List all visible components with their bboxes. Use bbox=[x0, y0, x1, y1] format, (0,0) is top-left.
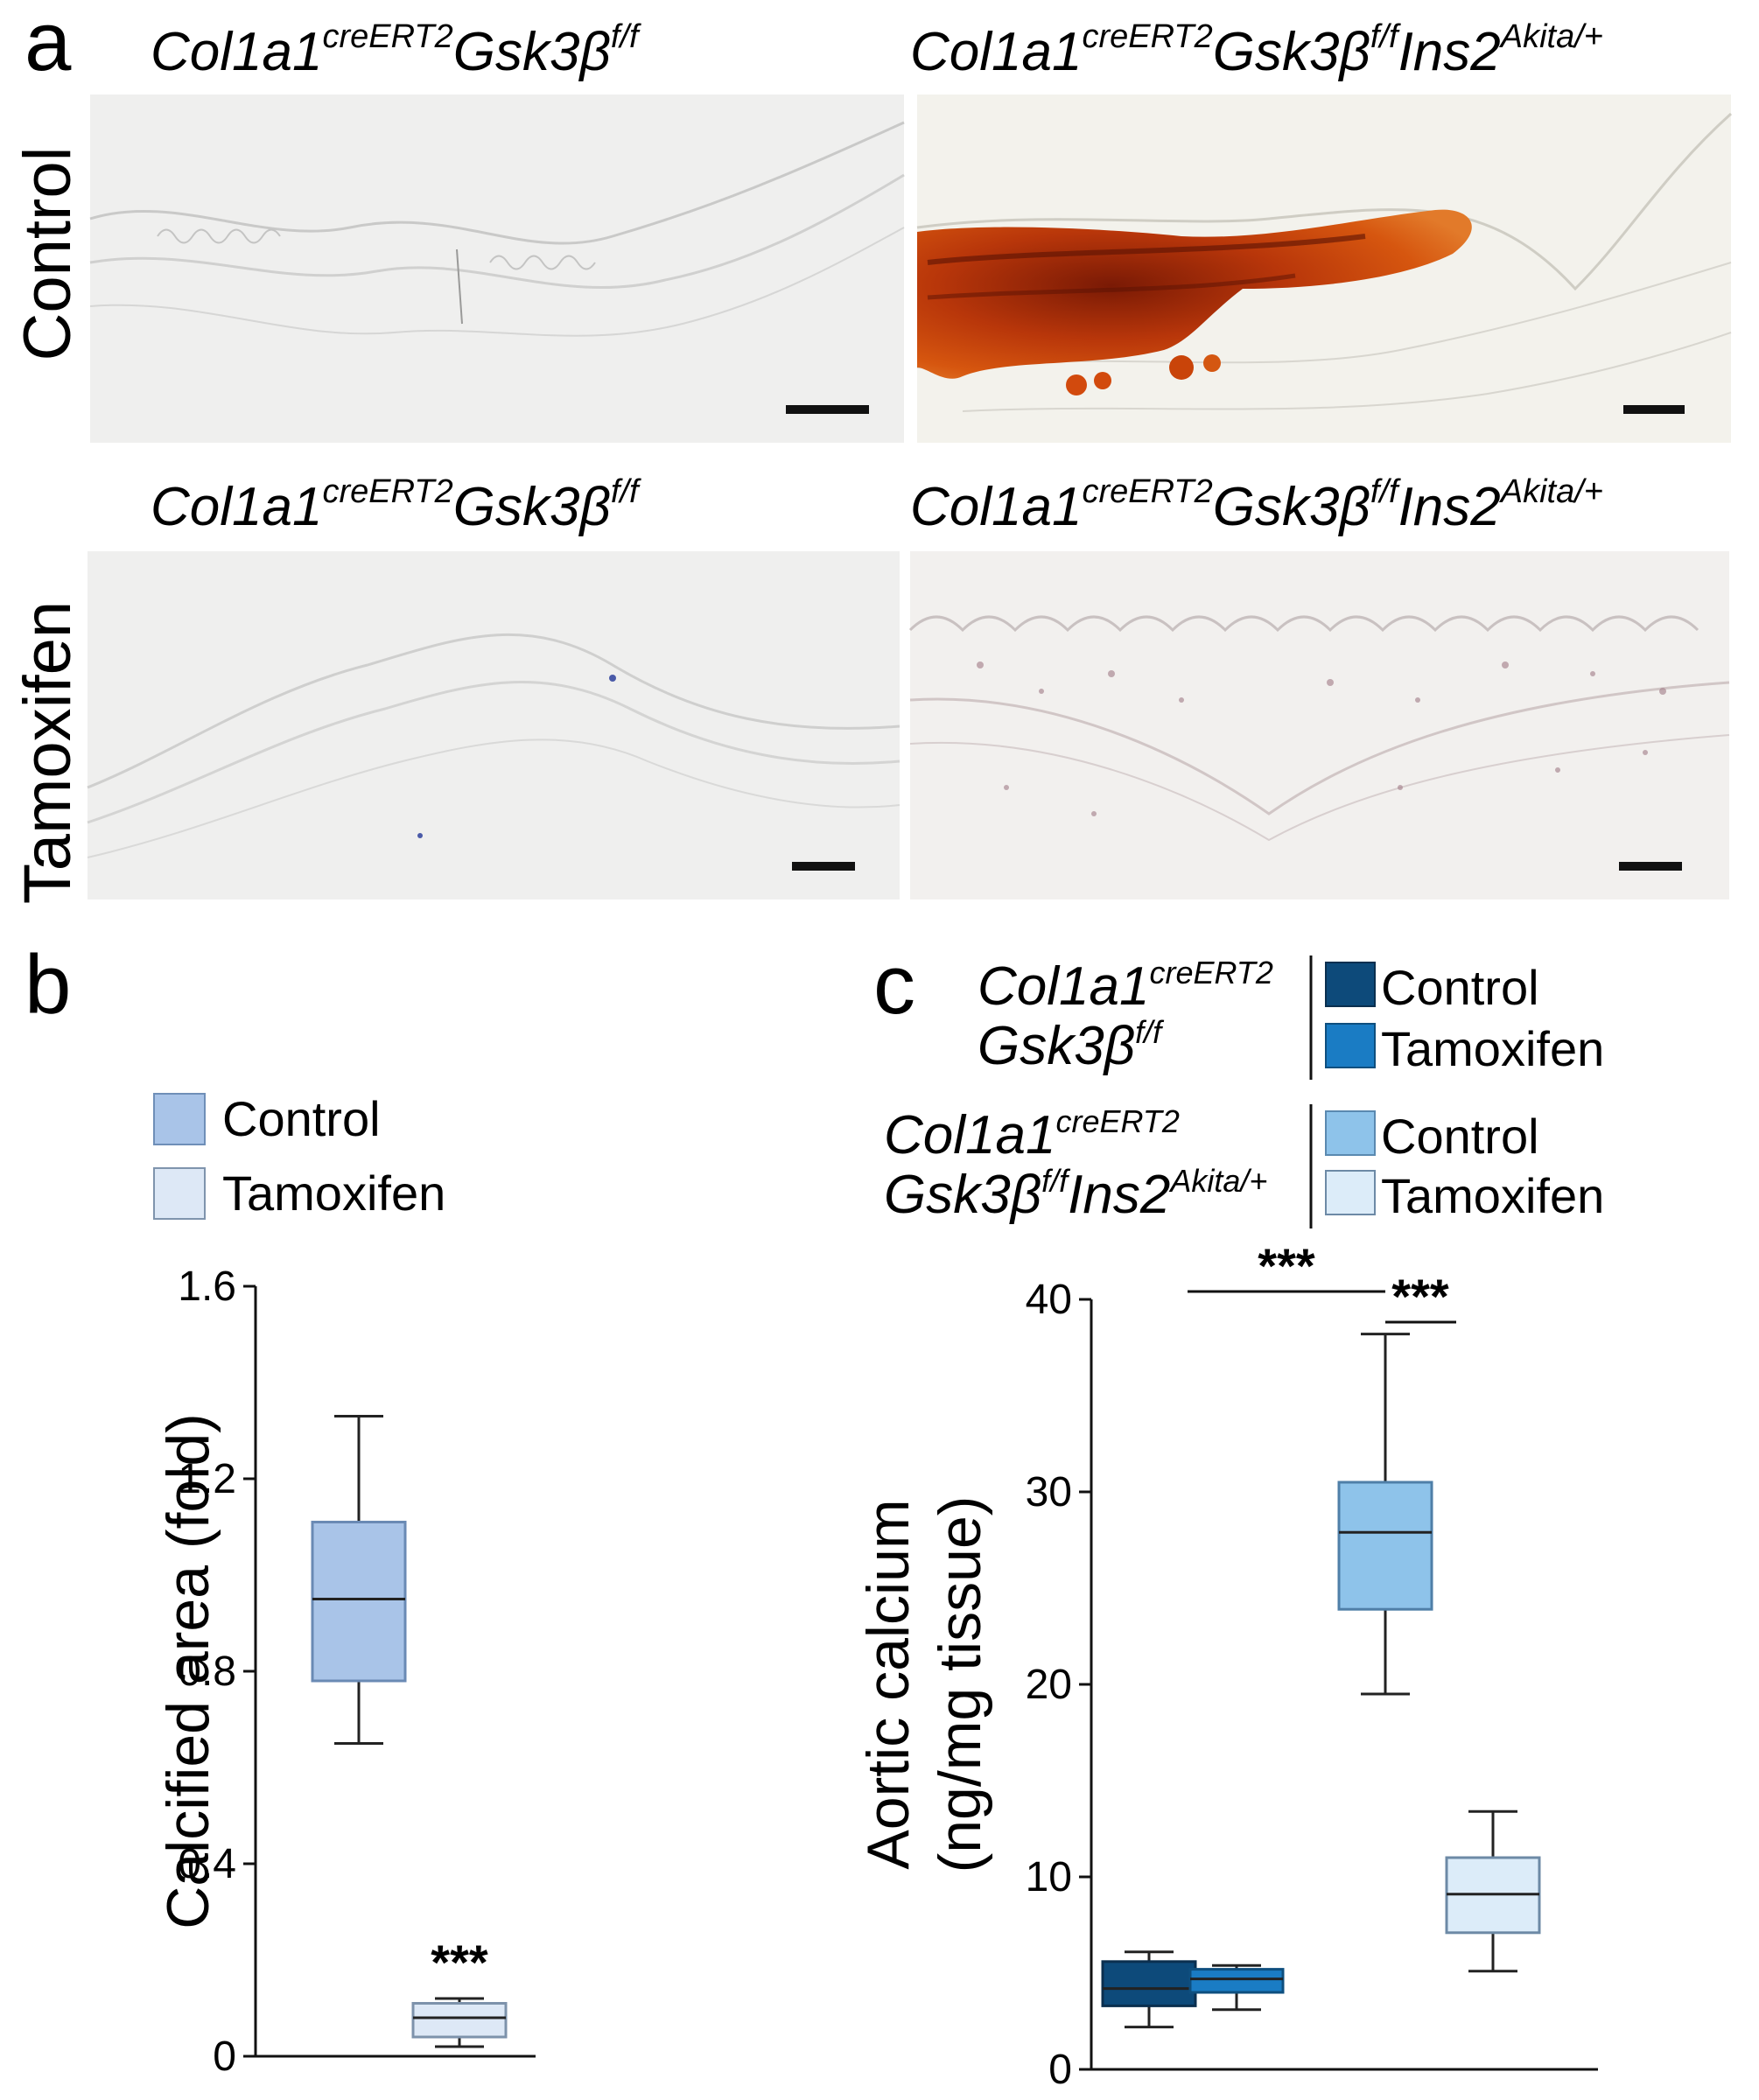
histology-image-control-wt bbox=[89, 94, 905, 443]
y-axis-label: Calcified area (fold) bbox=[155, 1413, 221, 1929]
legend-c-group1-genotype-line1: Col1a1creERT2 bbox=[978, 955, 1273, 1017]
legend-label-group1-control: Control bbox=[1381, 960, 1539, 1015]
y-tick-label: 20 bbox=[1026, 1662, 1072, 1708]
box-plot-calcified-area: 0 0.4 0.8 1.2 1.6 Calcified area (fold) *** bbox=[155, 1264, 536, 2080]
genotype-title-bottom-left: Col1a1creERT2Gsk3βf/f bbox=[151, 473, 641, 537]
legend-label-tamoxifen: Tamoxifen bbox=[222, 1166, 445, 1221]
panel-b-letter: b bbox=[25, 938, 71, 1032]
y-tick-label: 0 bbox=[213, 2034, 236, 2080]
genotype-title-top-left: Col1a1creERT2Gsk3βf/f bbox=[151, 18, 641, 82]
legend-swatch-group2-tamoxifen bbox=[1325, 1170, 1376, 1215]
genotype-title-top-right: Col1a1creERT2Gsk3βf/fIns2Akita/+ bbox=[910, 18, 1603, 82]
y-tick-label: 10 bbox=[1026, 1854, 1072, 1900]
scale-bar bbox=[792, 862, 855, 871]
legend-label-group2-tamoxifen: Tamoxifen bbox=[1381, 1168, 1604, 1223]
legend-b: Control Tamoxifen bbox=[153, 1091, 445, 1221]
box bbox=[1337, 1480, 1433, 1611]
y-tick-label: 1.2 bbox=[178, 1456, 236, 1502]
legend-swatch-group1-tamoxifen bbox=[1325, 1023, 1376, 1068]
histology-image-tamoxifen-wt bbox=[87, 551, 901, 900]
legend-c-group2-genotype-line1: Col1a1creERT2 bbox=[884, 1103, 1180, 1166]
box bbox=[1188, 1968, 1285, 1994]
legend-label-group1-tamoxifen: Tamoxifen bbox=[1381, 1021, 1604, 1076]
histology-image-control-akita bbox=[916, 94, 1733, 443]
y-tick-label: 40 bbox=[1026, 1277, 1072, 1323]
y-tick-label: 30 bbox=[1026, 1469, 1072, 1516]
legend-swatch-group1-control bbox=[1325, 962, 1376, 1007]
y-tick-label: 0.4 bbox=[178, 1841, 236, 1887]
legend-label-control: Control bbox=[222, 1091, 381, 1146]
y-axis-label: Aortic calcium bbox=[855, 1499, 922, 1869]
scale-bar bbox=[1623, 405, 1685, 414]
significance-stars: *** bbox=[1258, 1238, 1315, 1293]
legend-swatch-control bbox=[153, 1093, 206, 1145]
legend-c-group2-genotype-line2: Gsk3βf/fIns2Akita/+ bbox=[884, 1163, 1267, 1225]
y-tick-label: 0 bbox=[1048, 2047, 1072, 2093]
box-plot-aortic-calcium: 0 10 20 30 40 Aortic calcium (ng/mg tissue) ***… bbox=[855, 1238, 1598, 2093]
panel-c-letter: c bbox=[873, 938, 915, 1032]
significance-stars: *** bbox=[431, 1935, 488, 1990]
box bbox=[311, 1521, 407, 1683]
box bbox=[411, 2002, 508, 2039]
legend-c: Col1a1creERT2 Gsk3βf/f Control Tamoxifen… bbox=[884, 955, 1604, 1228]
significance-stars: *** bbox=[1391, 1269, 1449, 1324]
genotype-title-bottom-right: Col1a1creERT2Gsk3βf/fIns2Akita/+ bbox=[910, 473, 1603, 537]
y-tick-label: 0.8 bbox=[178, 1648, 236, 1695]
row-label-tamoxifen: Tamoxifen bbox=[11, 601, 85, 904]
legend-label-group2-control: Control bbox=[1381, 1109, 1539, 1164]
scale-bar bbox=[1619, 862, 1682, 871]
box bbox=[1101, 1960, 1197, 2007]
legend-swatch-tamoxifen bbox=[153, 1167, 206, 1220]
scale-bar bbox=[786, 405, 869, 414]
panel-a-letter: a bbox=[25, 0, 72, 88]
legend-swatch-group2-control bbox=[1325, 1110, 1376, 1156]
y-tick-label: 1.6 bbox=[178, 1264, 236, 1310]
legend-c-group1-genotype-line2: Gsk3βf/f bbox=[978, 1014, 1165, 1076]
histology-image-tamoxifen-akita bbox=[908, 551, 1730, 900]
row-label-control: Control bbox=[11, 147, 85, 361]
y-axis-label: (ng/mg tissue) bbox=[927, 1496, 993, 1873]
